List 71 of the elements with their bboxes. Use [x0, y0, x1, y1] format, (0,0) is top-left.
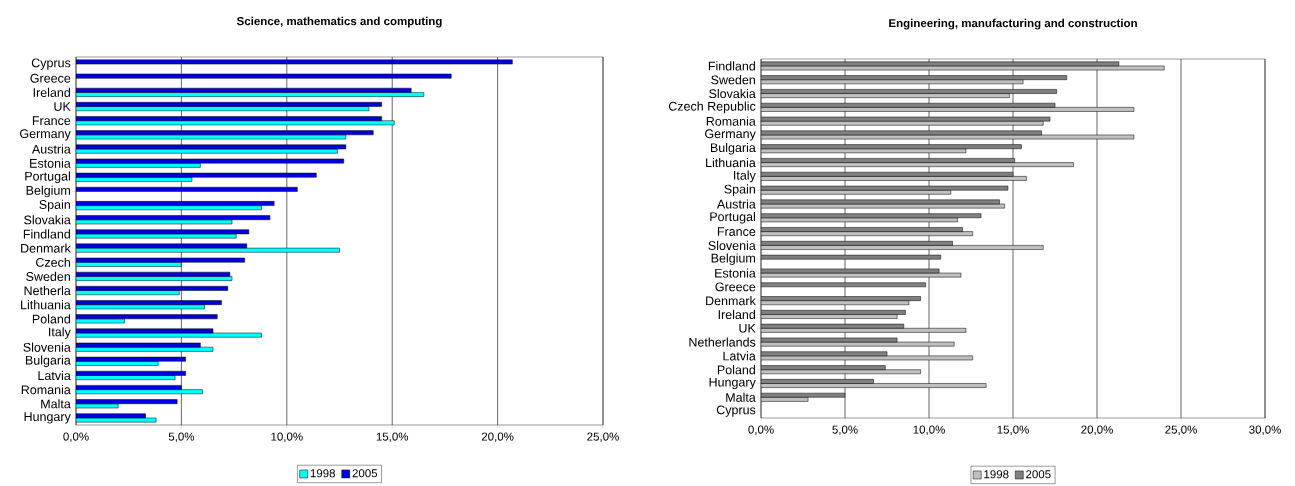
y-tick-label: Spain — [724, 184, 755, 196]
y-tick-label: Slovakia — [24, 215, 71, 225]
x-tick-label: 15,0% — [997, 425, 1029, 436]
y-tick-label: Slovenia — [708, 240, 756, 250]
y-tick-label: Slovenia — [23, 342, 71, 352]
y-tick-label: Belgium — [26, 185, 70, 198]
x-tick-label: 20,0% — [1081, 425, 1113, 436]
y-tick-label: Hungary — [24, 412, 71, 424]
x-tick-label: 5,0% — [832, 425, 858, 436]
y-tick-label: Sweden — [711, 75, 755, 85]
y-tick-label: Portugal — [25, 171, 70, 184]
legend-label: 2005 — [352, 469, 378, 478]
chart-title: Engineering, manufacturing and construction — [889, 18, 1137, 30]
y-tick-label: Spain — [39, 199, 70, 212]
y-tick-label: Estonia — [30, 158, 71, 168]
y-tick-label: UK — [739, 323, 756, 333]
x-tick-label: 10,0% — [913, 425, 945, 436]
legend-label: 1998 — [310, 469, 335, 478]
y-tick-label: Italy — [734, 170, 756, 183]
y-tick-label: Germany — [705, 129, 756, 141]
y-tick-label: Cyprus — [716, 405, 756, 417]
legend-label: 2005 — [1026, 470, 1051, 479]
y-tick-label: France — [32, 116, 71, 126]
x-tick-label: 25,0% — [1165, 425, 1197, 436]
chart-title: Science, mathematics and computing — [236, 16, 442, 28]
y-tick-label: Estonia — [715, 268, 756, 278]
y-tick-label: Latvia — [723, 351, 756, 361]
y-tick-label: Portugal — [710, 211, 755, 224]
y-tick-label: Denmark — [706, 296, 756, 306]
y-tick-label: Findland — [708, 61, 755, 71]
y-tick-label: UK — [54, 102, 71, 111]
x-tick-label: 0,0% — [748, 425, 774, 436]
y-tick-label: Bulgaria — [25, 355, 71, 368]
y-tick-label: Bulgaria — [710, 142, 756, 155]
y-tick-label: Ireland — [33, 87, 70, 97]
y-tick-label: Greece — [30, 73, 71, 83]
y-tick-label: Hungary — [709, 377, 756, 390]
x-tick-label: 15,0% — [376, 432, 409, 443]
y-tick-label: Romania — [706, 116, 756, 126]
y-tick-label: Netherlands — [689, 337, 756, 347]
y-tick-label: Belgium — [711, 253, 755, 266]
y-tick-label: Greece — [715, 282, 756, 292]
y-tick-label: Malta — [726, 392, 756, 402]
y-tick-label: Poland — [32, 314, 70, 324]
x-tick-label: 30,0% — [1249, 425, 1281, 436]
y-tick-label: Germany — [20, 129, 71, 141]
y-tick-label: Romania — [21, 385, 71, 395]
y-tick-label: Malta — [41, 399, 71, 409]
y-tick-label: Austria — [716, 199, 756, 209]
y-tick-label: Denmark — [21, 243, 71, 253]
legend-label: 1998 — [984, 470, 1009, 479]
y-tick-label: Czech — [36, 257, 70, 267]
y-tick-label: Sweden — [26, 271, 70, 281]
y-tick-label: Italy — [49, 327, 71, 339]
y-tick-label: Austria — [31, 144, 71, 154]
x-tick-label: 5,0% — [168, 432, 195, 443]
y-tick-label: Latvia — [38, 370, 71, 381]
x-tick-label: 0,0% — [63, 432, 89, 443]
y-tick-label: Cyprus — [31, 58, 71, 70]
x-tick-label: 25,0% — [587, 432, 619, 443]
y-tick-label: Lithuania — [706, 157, 756, 168]
y-tick-label: Lithuania — [21, 300, 71, 310]
y-tick-label: Czech Republic — [668, 101, 756, 114]
y-tick-label: Findland — [23, 229, 70, 239]
y-tick-label: Ireland — [718, 309, 755, 320]
y-tick-label: Poland — [717, 365, 755, 375]
y-tick-label: France — [717, 227, 756, 236]
y-tick-label: Slovakia — [709, 88, 756, 99]
x-tick-label: 10,0% — [271, 432, 303, 443]
x-tick-label: 20,0% — [481, 432, 514, 443]
y-tick-label: Netherla — [24, 285, 71, 296]
